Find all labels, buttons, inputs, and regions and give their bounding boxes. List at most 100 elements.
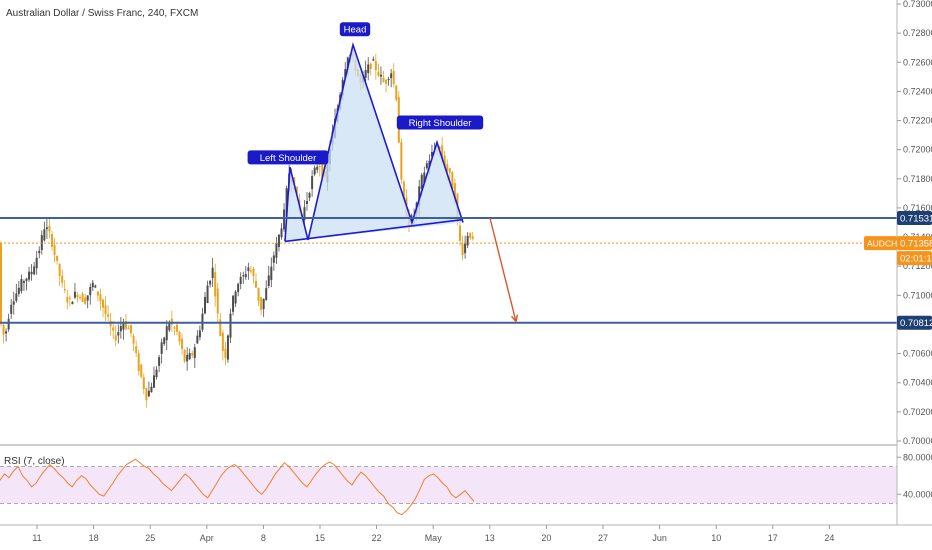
pattern-label-text: Left Shoulder — [260, 153, 317, 164]
candle-body — [270, 266, 273, 281]
rsi-line — [0, 458, 475, 516]
candle-body — [219, 319, 222, 336]
candle-body — [91, 282, 94, 288]
candle-body — [206, 285, 209, 304]
candle-body — [311, 176, 314, 190]
candle-body — [56, 255, 59, 261]
candle-body — [232, 295, 235, 312]
candle-body — [38, 250, 41, 254]
candle-body — [175, 324, 178, 332]
candle-body — [209, 280, 212, 285]
rsi-label: RSI (7, close) — [4, 456, 65, 467]
candle-body — [68, 297, 71, 299]
symbol-badge-text: AUDCHF — [867, 239, 902, 249]
x-tick-label: 18 — [89, 533, 99, 543]
candle-body — [400, 142, 403, 180]
price-pane: Left Shoulder Head Right Shoulder Australi… — [0, 8, 897, 408]
candle-body — [81, 293, 84, 303]
candle-body — [198, 330, 201, 338]
candle-body — [451, 172, 454, 189]
candle-body — [229, 313, 232, 338]
candle-body — [461, 243, 464, 256]
candle-body — [135, 346, 138, 353]
pattern-label: Left Shoulder — [247, 150, 329, 165]
level-badge-lower: 0.70812 — [897, 315, 932, 330]
candle-body — [395, 85, 398, 100]
candle-body — [178, 331, 181, 342]
candle-body — [346, 57, 349, 70]
candle-body — [117, 332, 120, 336]
candle-body — [102, 299, 104, 308]
candle-body — [5, 331, 8, 334]
candle-body — [2, 324, 5, 335]
pattern-label-text: Head — [344, 25, 367, 36]
candle-body — [239, 277, 242, 284]
candle-body — [122, 323, 125, 330]
candle-body — [127, 328, 130, 330]
candle-body — [45, 227, 48, 230]
candle-body — [48, 225, 51, 232]
candle-body — [76, 294, 79, 298]
target-arrow — [489, 217, 519, 324]
candle-body — [369, 63, 372, 69]
candle-body — [163, 337, 166, 344]
candle-body — [275, 242, 278, 258]
candle-body — [247, 267, 250, 271]
candle-body — [160, 342, 163, 354]
candle-body — [181, 338, 184, 350]
candle-body — [0, 242, 2, 324]
candle-body — [12, 301, 15, 305]
x-tick-label: 22 — [372, 533, 382, 543]
candle-body — [308, 193, 311, 198]
candle-body — [15, 293, 18, 301]
candle-body — [30, 271, 33, 275]
candle-body — [33, 266, 36, 275]
candle-body — [221, 332, 224, 351]
candle-body — [377, 71, 380, 76]
candle-body — [226, 335, 229, 360]
candle-body — [249, 270, 252, 272]
candle-body — [382, 77, 385, 82]
candle-body — [147, 390, 150, 397]
candle-body — [280, 228, 283, 238]
candle-body — [318, 166, 321, 168]
candle-body — [428, 160, 431, 168]
candle-body — [387, 78, 390, 80]
candle-body — [385, 79, 388, 84]
level-badge-lower-text: 0.70812 — [900, 318, 932, 329]
candle-body — [168, 323, 171, 331]
x-tick-label: 13 — [485, 533, 495, 543]
candle-body — [469, 232, 472, 238]
candle-body — [267, 275, 270, 286]
target-arrow-shaft — [489, 217, 517, 322]
x-tick-label: 17 — [768, 533, 778, 543]
level-badge-upper-text: 0.71531 — [900, 213, 932, 224]
candle-body — [285, 188, 288, 217]
x-tick-label: 8 — [261, 533, 266, 543]
chart-title: Australian Dollar / Swiss Franc, 240, FX… — [6, 8, 198, 19]
candle-body — [257, 287, 260, 302]
x-axis[interactable]: 11 18 25 Apr 8 15 22 May 13 20 27 Jun 10 17 24 — [0, 524, 932, 543]
candle-body — [364, 69, 367, 78]
candle-body — [10, 304, 13, 314]
candle-body — [252, 268, 255, 277]
y-axis[interactable]: 0.700000.702000.704000.706000.708000.710… — [896, 0, 932, 525]
candle-body — [130, 324, 133, 334]
candle-body — [58, 263, 61, 276]
candle-body — [89, 286, 92, 296]
x-tick-label: 24 — [824, 533, 834, 543]
candle-body — [260, 297, 263, 311]
candle-body — [344, 69, 347, 79]
candle-body — [234, 291, 237, 304]
pattern-label-bg — [396, 115, 484, 130]
x-tick-label: 20 — [541, 533, 551, 543]
x-axis-ticks: 11 18 25 Apr 8 15 22 May 13 20 27 Jun 10 17 24 — [32, 525, 834, 543]
candle-body — [84, 297, 87, 304]
